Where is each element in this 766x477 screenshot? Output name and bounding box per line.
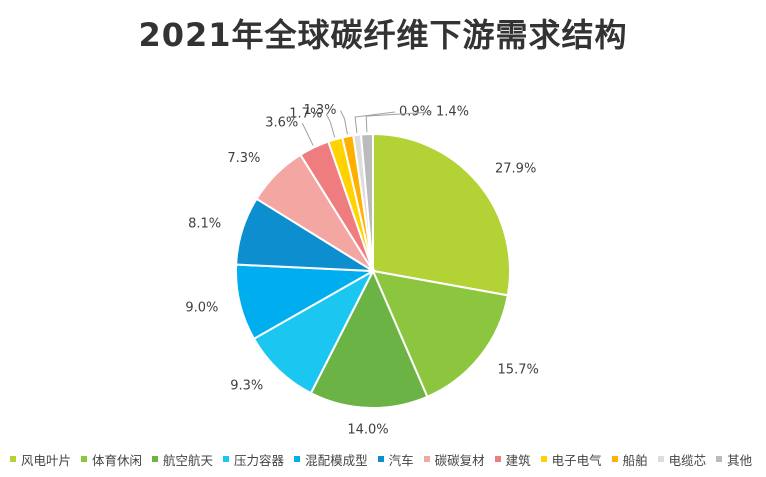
- legend-swatch: [423, 456, 430, 462]
- legend-swatch: [377, 456, 384, 462]
- legend-item: 体育休闲: [81, 450, 142, 469]
- legend-item: 混配模成型: [294, 450, 368, 469]
- pie-chart: 27.9%15.7%14.0%9.3%9.0%8.1%7.3%3.6%1.7%1…: [185, 103, 539, 437]
- slice-value-label: 0.9%: [399, 105, 432, 120]
- pie-slice: [372, 132, 511, 297]
- legend-swatch: [540, 456, 547, 462]
- slice-value-label: 3.6%: [265, 116, 298, 131]
- slice-value-label: 8.1%: [188, 216, 221, 231]
- legend-swatch: [716, 456, 723, 462]
- legend-swatch: [152, 456, 159, 462]
- slice-value-label: 1.4%: [436, 105, 469, 120]
- legend-label: 风电叶片: [21, 452, 72, 468]
- legend-swatch: [223, 456, 230, 462]
- leader-line: [354, 111, 396, 133]
- legend-label: 碳碳复材: [434, 452, 485, 468]
- legend-swatch: [81, 456, 88, 462]
- legend-item: 船舶: [611, 450, 648, 469]
- legend-label: 航空航天: [163, 452, 214, 468]
- slice-value-label: 9.0%: [185, 301, 218, 316]
- legend-label: 电缆芯: [668, 452, 707, 468]
- legend-label: 汽车: [388, 452, 414, 468]
- slice-value-label: 15.7%: [498, 362, 539, 377]
- legend-swatch: [10, 456, 16, 462]
- leader-line: [301, 122, 314, 146]
- legend-item: 航空航天: [152, 450, 213, 469]
- legend-swatch: [657, 456, 664, 462]
- pie-slice: [359, 132, 374, 272]
- legend-item: 风电叶片: [10, 450, 71, 469]
- legend-label: 电子电气: [551, 452, 602, 468]
- leader-line: [325, 113, 336, 138]
- chart-legend: 风电叶片 体育休闲 航空航天 压力容器 混配模成型 汽车 碳碳复材 建筑 电子电气 船舶 电缆芯 其他: [10, 448, 760, 470]
- legend-item: 压力容器: [223, 450, 284, 469]
- slice-value-label: 1.7%: [289, 106, 322, 121]
- chart-title: 2021年全球碳纤维下游需求结构: [138, 16, 628, 54]
- legend-swatch: [294, 456, 301, 462]
- legend-item: 建筑: [494, 450, 531, 469]
- legend-label: 混配模成型: [305, 452, 368, 468]
- slice-value-label: 9.3%: [230, 379, 263, 394]
- legend-label: 建筑: [505, 452, 531, 468]
- slice-value-label: 27.9%: [495, 162, 536, 177]
- legend-label: 压力容器: [234, 452, 285, 468]
- slice-value-label: 1.3%: [303, 103, 336, 118]
- legend-label: 船舶: [622, 452, 648, 468]
- legend-item: 电子电气: [540, 450, 602, 469]
- legend-label: 体育休闲: [92, 452, 143, 468]
- pie-slice: [309, 268, 429, 409]
- slice-value-label: 7.3%: [227, 151, 260, 166]
- pie-slice: [371, 269, 509, 399]
- legend-swatch: [611, 456, 618, 462]
- leader-line: [365, 111, 433, 133]
- pie-slice: [252, 268, 376, 395]
- legend-item: 碳碳复材: [423, 450, 485, 469]
- legend-item: 电缆芯: [657, 450, 707, 469]
- slice-value-label: 14.0%: [347, 422, 388, 437]
- legend-swatch: [494, 456, 501, 462]
- legend-label: 其他: [727, 452, 753, 468]
- legend-item: 其他: [716, 450, 752, 469]
- leader-line: [340, 110, 348, 135]
- legend-item: 汽车: [377, 450, 414, 469]
